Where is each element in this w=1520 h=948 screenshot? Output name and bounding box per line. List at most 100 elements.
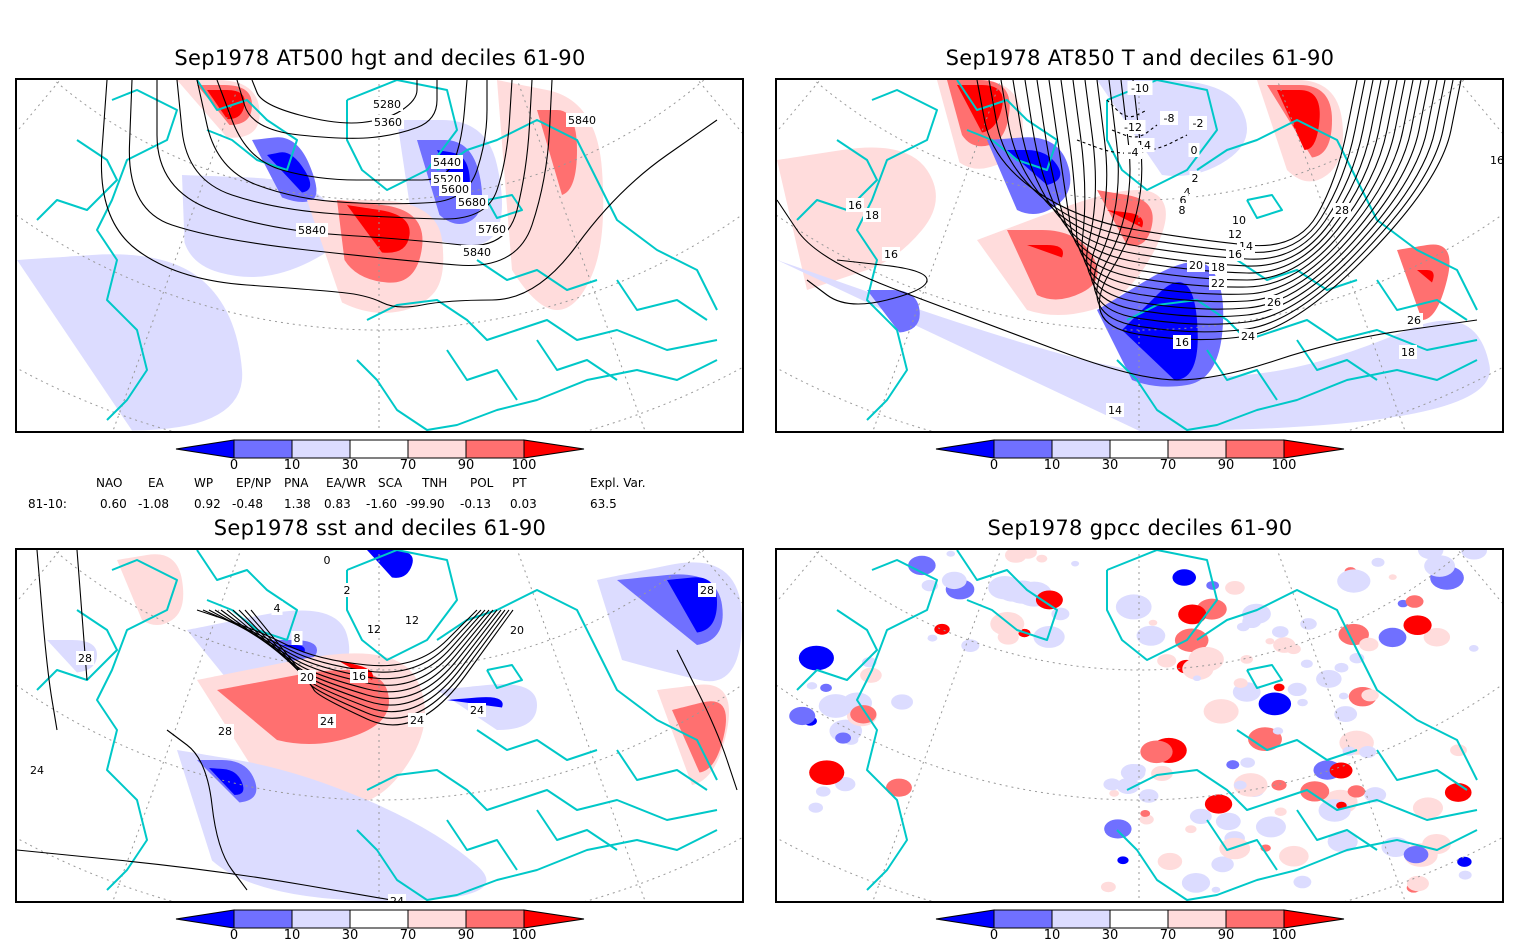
contour-label: 28 (698, 583, 716, 597)
precip-decile-cell (1388, 574, 1397, 580)
contour-label: 8 (1176, 203, 1188, 217)
map-gpcc (777, 550, 1502, 901)
svg-text:5440: 5440 (433, 156, 461, 169)
colorbar-label: 0 (989, 458, 999, 473)
map-sst: 024812162024282428201224242824 (17, 550, 742, 901)
coastline-greenland (1106, 80, 1218, 191)
svg-text:24: 24 (320, 715, 334, 728)
precip-decile-cell (1444, 783, 1472, 802)
panel-title-at850: Sep1978 AT850 T and deciles 61-90 (945, 46, 1335, 70)
contour-line (76, 550, 88, 681)
decile-shading (117, 554, 184, 625)
precip-decile-cell (1240, 757, 1256, 768)
svg-text:24: 24 (390, 895, 404, 901)
precip-decile-cell (1327, 831, 1358, 853)
precip-decile-cell (1115, 594, 1152, 620)
precip-decile-cell (1406, 875, 1429, 892)
precip-decile-cell (835, 732, 852, 744)
country-border (1236, 259, 1358, 291)
colorbar-arrow-high (1283, 439, 1345, 459)
contour-label: -10 (1127, 81, 1153, 95)
colorbar-svg (935, 439, 1345, 459)
teleconnection-value: 0.92 (194, 497, 221, 511)
svg-text:16: 16 (1228, 248, 1242, 261)
precip-decile-cell (1192, 675, 1202, 682)
coastline-alaska (796, 139, 878, 221)
svg-text:-10: -10 (1131, 82, 1149, 95)
contour-label: 24 (468, 703, 486, 717)
teleconnection-row-label: 81-10: (28, 497, 67, 511)
teleconnection-value: 63.5 (590, 497, 617, 511)
map-panel-sst: 024812162024282428201224242824 (15, 548, 744, 903)
contour-line (1096, 80, 1454, 333)
teleconnection-header: TNH (422, 476, 448, 490)
contour-label: 2 (1189, 171, 1201, 185)
contour-label: 24 (408, 713, 426, 727)
map-domain (777, 550, 1502, 901)
precip-decile-cell (1103, 778, 1121, 791)
contour-line (1093, 80, 1446, 325)
precip-decile-cell (1337, 569, 1371, 593)
precip-decile-cell (820, 683, 832, 692)
coastline-greenland (346, 80, 458, 191)
precip-decile-cell (1424, 555, 1456, 577)
colorbar-arrow-low (175, 439, 235, 459)
teleconnection-value: -1.08 (138, 497, 170, 511)
contour-label: 5440 (431, 155, 463, 169)
decile-shading (867, 290, 920, 333)
precip-decile-cell (946, 550, 956, 557)
map-panel-at850: -14-12-10-8-4-20246810121416182022242628… (775, 78, 1504, 433)
contour-line (806, 259, 928, 305)
colorbar-arrow-low (935, 909, 995, 929)
svg-text:-2: -2 (1193, 117, 1204, 130)
svg-text:20: 20 (510, 624, 524, 637)
teleconnection-header: SCA (378, 476, 403, 490)
precip-decile-cell (1136, 625, 1166, 646)
colorbar-arrow-high (523, 909, 585, 929)
coastline-greenland (346, 550, 458, 661)
meridian-gridline (777, 550, 1140, 901)
svg-text:28: 28 (1335, 204, 1349, 217)
country-border (446, 819, 518, 871)
svg-text:16: 16 (1175, 336, 1189, 349)
precip-decile-cell (809, 760, 845, 785)
contour-label: 5840 (296, 223, 328, 237)
svg-text:16: 16 (352, 670, 366, 683)
colorbar-label: 90 (457, 928, 475, 943)
contour-label: 4 (1181, 185, 1193, 199)
teleconnection-value: 1.38 (284, 497, 311, 511)
contour-label: 14 (1106, 403, 1124, 417)
precip-decile-cell (1219, 837, 1251, 860)
decile-shading (17, 254, 243, 431)
contour-label: 8 (291, 631, 303, 645)
contour-label: 24 (388, 894, 406, 901)
colorbar-segment (291, 909, 351, 929)
svg-text:28: 28 (700, 584, 714, 597)
contour-line (1090, 80, 1438, 318)
contour-label: 16 (882, 247, 900, 261)
precip-decile-cell (1100, 881, 1116, 893)
colorbar-label: 70 (1159, 928, 1177, 943)
svg-text:4: 4 (274, 602, 281, 615)
map-panel-at500: 5280 5360 5440 5520 5600 5680 5760 5840 5840 5840 (15, 78, 744, 433)
contour-label: 12 (403, 613, 421, 627)
svg-text:5680: 5680 (458, 196, 486, 209)
colorbar-segment (1109, 909, 1169, 929)
coastline-africa (1116, 829, 1478, 901)
coastline-canada (956, 80, 1058, 171)
precip-decile-cell (818, 694, 853, 718)
contour-line (251, 80, 418, 124)
svg-text:16: 16 (1490, 154, 1502, 167)
svg-text:2: 2 (344, 584, 351, 597)
precip-decile-cell (860, 667, 882, 683)
contour-line (1000, 80, 1374, 260)
contour-line (1098, 80, 1462, 341)
contour-line (988, 80, 1366, 253)
decile-shading (267, 152, 311, 193)
coastline-alaska (796, 609, 878, 691)
svg-text:24: 24 (470, 704, 484, 717)
svg-text:5840: 5840 (568, 114, 596, 127)
precip-decile-cell (1397, 599, 1409, 608)
colorbar-label: 70 (1159, 458, 1177, 473)
contour-label: 24 (318, 714, 336, 728)
